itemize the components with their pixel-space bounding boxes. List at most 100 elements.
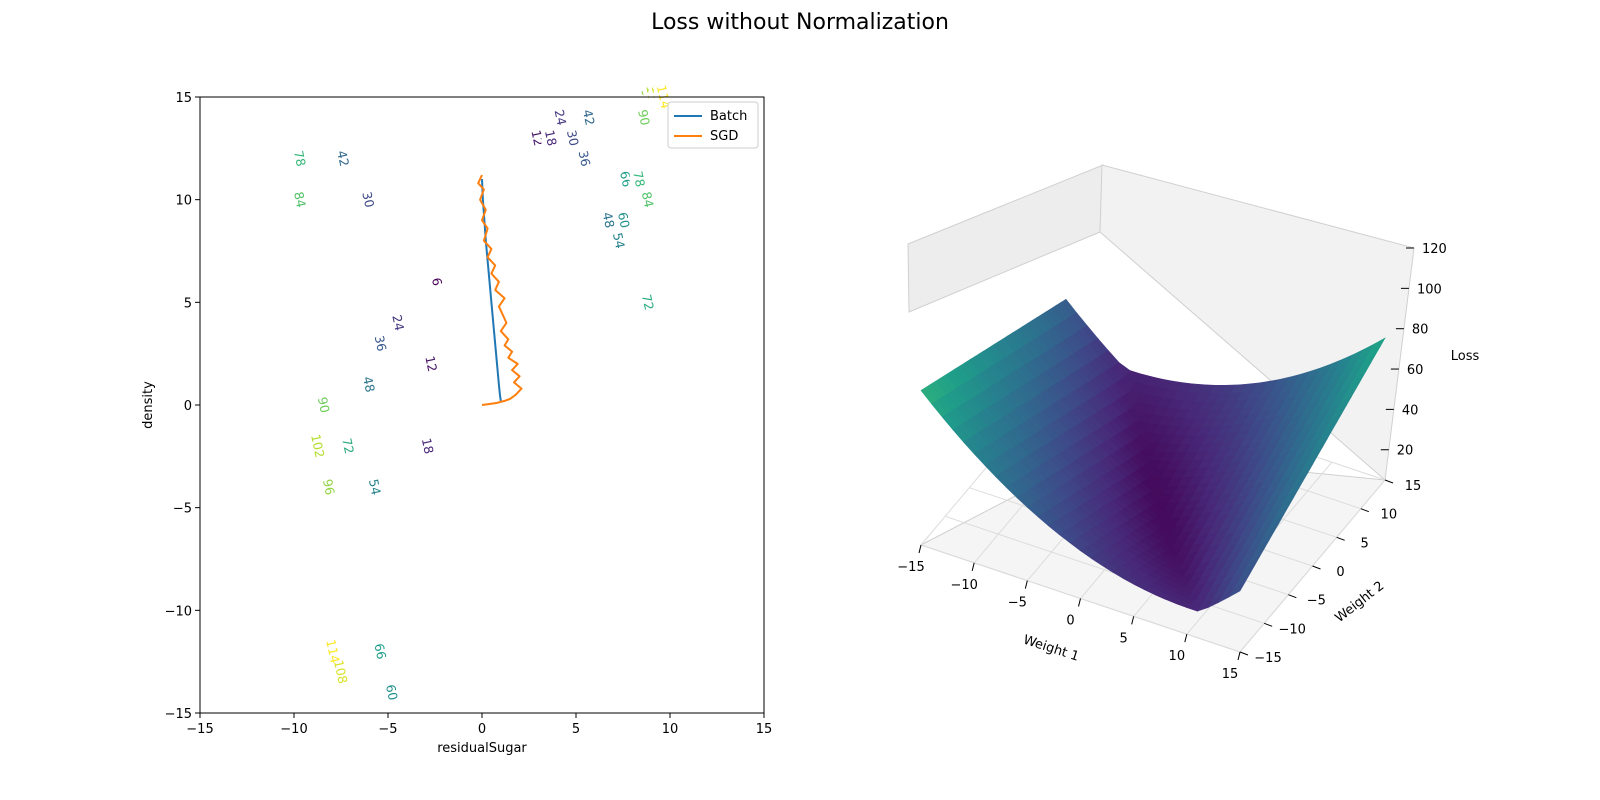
x-tick-label: −10 xyxy=(280,722,307,737)
contour-label-bg xyxy=(359,373,378,396)
contour-label: 84 xyxy=(639,190,657,209)
weight1-tick-mark xyxy=(918,544,922,554)
loss-tick-label: 80 xyxy=(1412,323,1429,338)
contour-label: 72 xyxy=(339,437,357,456)
weight2-tick-label: −15 xyxy=(1254,651,1281,666)
contour-label-bg xyxy=(338,435,357,458)
contour-label-bg xyxy=(421,352,440,375)
weight2-tick-mark xyxy=(1288,594,1297,599)
legend: Batch SGD xyxy=(667,101,759,149)
contour-label: 36 xyxy=(372,334,390,353)
loss-surface xyxy=(920,298,1386,612)
contour-label-bg xyxy=(541,127,560,150)
contour-label-bg xyxy=(629,168,648,191)
weight1-axis-label: Weight 1 xyxy=(1021,633,1081,665)
weight1-tick-label: −5 xyxy=(1008,596,1027,611)
figure-title: Loss without Normalization xyxy=(651,10,949,35)
contour-label: 48 xyxy=(600,211,618,230)
y-tick-label: 0 xyxy=(184,399,192,414)
loss-tick-label: 20 xyxy=(1397,444,1414,459)
contour-label-bg xyxy=(638,188,657,211)
contour-label: 36 xyxy=(576,149,594,168)
contour-label: 42 xyxy=(334,149,352,168)
legend-label-batch: Batch xyxy=(710,109,747,124)
contour-label-bg xyxy=(563,127,582,150)
y-tick-label: 10 xyxy=(175,194,192,209)
contour-label-bg xyxy=(331,660,350,683)
weight2-tick-label: −10 xyxy=(1278,622,1305,637)
loss-axis-label: Loss xyxy=(1451,349,1480,364)
contour-label-bg xyxy=(308,435,327,458)
x-tick-label: 5 xyxy=(572,722,580,737)
contour-label: 78 xyxy=(291,149,309,168)
y-tick-label: −10 xyxy=(165,604,192,619)
x-tick-label: 0 xyxy=(478,722,486,737)
weight2-tick-mark xyxy=(1336,536,1345,541)
surface-3d-plot: −15−10−5051015−15−10−5051015204060801001… xyxy=(897,164,1480,682)
loss-tick-label: 120 xyxy=(1422,242,1447,257)
trajectories xyxy=(477,174,523,406)
y-tick-label: −15 xyxy=(165,707,192,722)
legend-label-sgd: SGD xyxy=(710,129,738,144)
weight1-tick-label: 0 xyxy=(1066,614,1074,629)
contour-label: 18 xyxy=(419,437,437,456)
contour-label-bg xyxy=(370,640,389,663)
contour-label-bg xyxy=(638,291,657,314)
contour-label-bg xyxy=(427,270,446,293)
weight2-tick-mark xyxy=(1384,479,1394,484)
contour-label: 24 xyxy=(389,313,407,332)
trajectory-batch xyxy=(481,179,502,402)
contour-label: 42 xyxy=(580,108,598,127)
weight2-tick-label: 15 xyxy=(1405,479,1422,494)
x-tick-label: 10 xyxy=(662,722,679,737)
contour-labels: 6121218182424303036364242484854546060666… xyxy=(290,84,674,704)
contour-label: 78 xyxy=(630,170,648,189)
contour-label-bg xyxy=(358,188,377,211)
contour-label: 90 xyxy=(315,396,333,415)
contour-label-bg xyxy=(314,394,333,416)
weight2-tick-label: 10 xyxy=(1381,508,1398,523)
contour-label: 102 xyxy=(308,433,328,459)
contour-label-bg xyxy=(418,435,437,458)
loss-tick-label: 100 xyxy=(1417,282,1442,297)
contour-label-bg xyxy=(319,476,338,499)
weight1-tick-mark xyxy=(971,562,975,571)
contour-label: 60 xyxy=(383,683,401,702)
trajectory-sgd xyxy=(477,174,523,406)
weight1-tick-label: 5 xyxy=(1120,631,1128,646)
contour-label: 6 xyxy=(429,276,445,287)
loss-tick-label: 60 xyxy=(1407,363,1424,378)
contour-label-bg xyxy=(599,209,618,232)
contour-label: 30 xyxy=(359,190,377,209)
contour-label: 54 xyxy=(366,478,384,497)
contour-label: 48 xyxy=(360,375,378,394)
x-tick-label: −15 xyxy=(186,722,213,737)
contour-label: 108 xyxy=(331,659,351,686)
contour-label-bg xyxy=(575,147,594,170)
contour-label: 84 xyxy=(291,190,309,209)
weight1-tick-mark xyxy=(1237,651,1241,661)
contour-label-bg xyxy=(365,476,384,499)
weight1-tick-mark xyxy=(1078,598,1081,607)
contour-label-bg xyxy=(388,311,407,334)
contour-label: 96 xyxy=(320,478,338,497)
loss-tick-label: 40 xyxy=(1402,403,1419,418)
contour-label-bg xyxy=(579,106,598,129)
contour-label-bg xyxy=(323,640,342,663)
surface-axis-ticks: −15−10−5051015−15−10−5051015204060801001… xyxy=(897,242,1447,682)
contour-label-bg xyxy=(371,332,390,355)
contour-label: 12 xyxy=(422,354,440,373)
weight1-tick-mark xyxy=(1184,634,1188,643)
contour-label: 60 xyxy=(615,211,633,230)
weight1-tick-label: −15 xyxy=(897,560,924,575)
contour-label-bg xyxy=(609,229,628,252)
weight2-axis-label: Weight 2 xyxy=(1332,579,1387,626)
contour-label-bg xyxy=(614,209,633,232)
x-tick-label: −5 xyxy=(378,722,397,737)
contour-axis-ticks: −15 −10 −5 0 5 10 15 −15 −10 −5 0 5 10 15 xyxy=(165,91,773,737)
contour-label-bg xyxy=(290,147,309,170)
x-tick-label: 15 xyxy=(756,722,773,737)
weight2-tick-label: 5 xyxy=(1361,536,1369,551)
contour-label-bg xyxy=(382,681,401,704)
contour-label: 90 xyxy=(635,108,653,127)
